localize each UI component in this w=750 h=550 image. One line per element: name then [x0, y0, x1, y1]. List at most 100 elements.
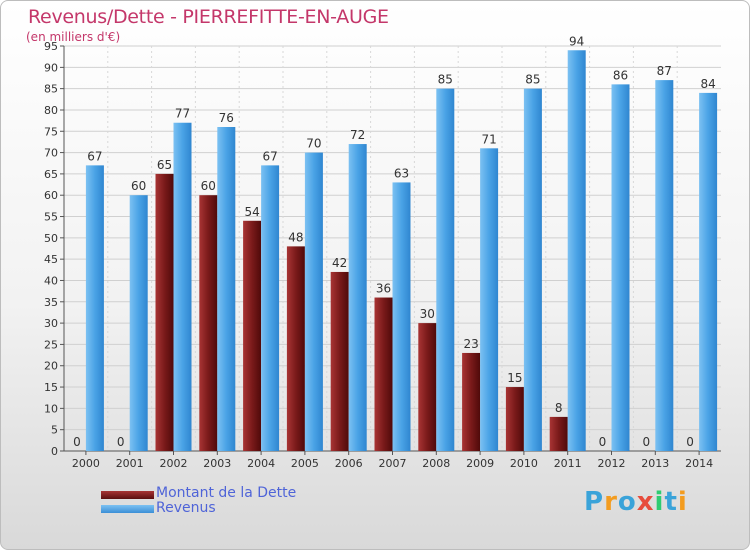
y-tick-label: 85: [44, 83, 58, 96]
bar-debt: [286, 246, 305, 451]
data-label-debt: 23: [463, 337, 478, 351]
x-tick-label: 2008: [422, 457, 450, 470]
x-tick-label: 2000: [72, 457, 100, 470]
data-label-revenue: 71: [481, 132, 496, 146]
data-label-debt: 0: [117, 435, 125, 449]
data-label-debt: 48: [288, 230, 303, 244]
bar-revenue: [655, 80, 674, 452]
y-tick-label: 35: [44, 296, 58, 309]
data-label-revenue: 84: [700, 77, 715, 91]
y-tick-label: 15: [44, 381, 58, 394]
y-tick-label: 65: [44, 168, 58, 181]
logo-letter: x: [636, 487, 655, 517]
bar-revenue: [129, 195, 148, 451]
x-tick-label: 2013: [641, 457, 669, 470]
y-tick-label: 20: [44, 360, 58, 373]
data-label-debt: 0: [73, 435, 81, 449]
proxiti-logo: Proxiti: [584, 487, 688, 517]
legend-swatch-revenue: [101, 505, 154, 513]
bar-revenue: [392, 182, 411, 451]
bar-revenue: [173, 122, 192, 451]
data-label-revenue: 67: [262, 149, 277, 163]
bar-revenue: [611, 84, 630, 452]
x-tick-label: 2003: [203, 457, 231, 470]
bar-debt: [243, 220, 262, 451]
y-tick-label: 70: [44, 147, 58, 160]
y-tick-label: 50: [44, 232, 58, 245]
bar-revenue: [480, 148, 499, 451]
x-tick-label: 2005: [291, 457, 319, 470]
bar-revenue: [261, 165, 280, 452]
y-tick-label: 5: [51, 424, 58, 437]
bar-debt: [155, 173, 174, 452]
data-label-revenue: 94: [569, 34, 584, 48]
y-tick-label: 95: [44, 40, 58, 53]
logo-letter: r: [604, 487, 618, 517]
data-label-debt: 65: [157, 158, 172, 172]
data-label-revenue: 72: [350, 128, 365, 142]
y-tick-label: 80: [44, 104, 58, 117]
data-label-debt: 36: [376, 282, 391, 296]
x-tick-label: 2009: [466, 457, 494, 470]
bar-debt: [199, 195, 218, 451]
bar-revenue: [217, 127, 236, 451]
data-label-debt: 0: [599, 435, 607, 449]
bar-debt: [462, 352, 481, 451]
x-tick-label: 2012: [598, 457, 626, 470]
x-tick-label: 2002: [160, 457, 188, 470]
x-tick-label: 2001: [116, 457, 144, 470]
bar-debt: [505, 387, 524, 451]
y-tick-label: 60: [44, 189, 58, 202]
data-label-revenue: 87: [657, 64, 672, 78]
bar-debt: [330, 271, 349, 451]
data-label-revenue: 85: [438, 73, 453, 87]
legend-label-debt: Montant de la Dette: [156, 485, 297, 501]
x-tick-label: 2004: [247, 457, 275, 470]
y-tick-label: 75: [44, 125, 58, 138]
data-label-revenue: 63: [394, 166, 409, 180]
x-tick-label: 2006: [335, 457, 363, 470]
y-tick-label: 55: [44, 211, 58, 224]
data-label-revenue: 85: [525, 73, 540, 87]
chart-title: Revenus/Dette - PIERREFITTE-EN-AUGE: [28, 6, 389, 28]
data-label-revenue: 67: [87, 149, 102, 163]
y-tick-label: 40: [44, 274, 58, 287]
y-tick-label: 90: [44, 61, 58, 74]
logo-letter: P: [584, 487, 605, 517]
y-tick-label: 0: [51, 445, 58, 458]
y-tick-label: 10: [44, 402, 58, 415]
x-tick-label: 2010: [510, 457, 538, 470]
data-label-debt: 0: [686, 435, 694, 449]
y-tick-label: 30: [44, 317, 58, 330]
legend-swatch-debt: [101, 491, 154, 499]
bar-revenue: [699, 92, 718, 451]
x-tick-label: 2014: [685, 457, 713, 470]
bar-revenue: [523, 88, 542, 451]
data-label-debt: 54: [244, 205, 259, 219]
y-tick-label: 45: [44, 253, 58, 266]
logo-letter: i: [677, 487, 688, 517]
x-tick-label: 2007: [379, 457, 407, 470]
bar-debt: [374, 297, 393, 451]
bar-revenue: [348, 144, 367, 452]
data-label-debt: 60: [201, 179, 216, 193]
chart-subtitle: (en milliers d'€): [26, 30, 121, 44]
bar-debt: [549, 416, 568, 451]
bar-debt: [418, 323, 437, 451]
bar-revenue: [567, 50, 586, 452]
data-label-debt: 8: [555, 401, 563, 415]
logo-letter: t: [664, 487, 678, 517]
data-label-debt: 15: [507, 371, 522, 385]
data-label-debt: 30: [420, 307, 435, 321]
data-label-revenue: 86: [613, 68, 628, 82]
logo-letter: i: [654, 487, 665, 517]
bar-revenue: [436, 88, 455, 451]
y-tick-label: 25: [44, 338, 58, 351]
bar-revenue: [304, 152, 323, 451]
data-label-revenue: 77: [175, 107, 190, 121]
data-label-revenue: 70: [306, 137, 321, 151]
bar-revenue: [85, 165, 104, 452]
data-label-revenue: 76: [219, 111, 234, 125]
